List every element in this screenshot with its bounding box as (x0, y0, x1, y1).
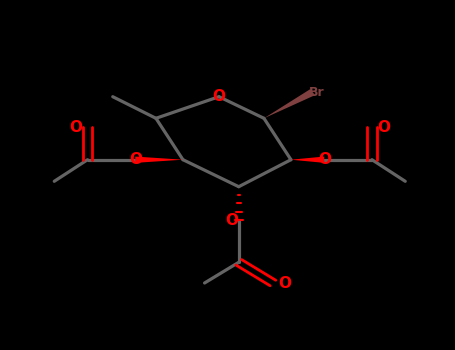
Polygon shape (264, 89, 315, 118)
Text: O: O (378, 120, 391, 135)
Text: Br: Br (309, 86, 325, 99)
Text: O: O (212, 89, 225, 104)
Polygon shape (291, 156, 324, 163)
Text: O: O (318, 152, 331, 167)
Text: O: O (69, 120, 82, 135)
Polygon shape (135, 156, 183, 163)
Text: O: O (225, 212, 238, 228)
Text: O: O (278, 275, 291, 290)
Text: O: O (129, 152, 142, 167)
